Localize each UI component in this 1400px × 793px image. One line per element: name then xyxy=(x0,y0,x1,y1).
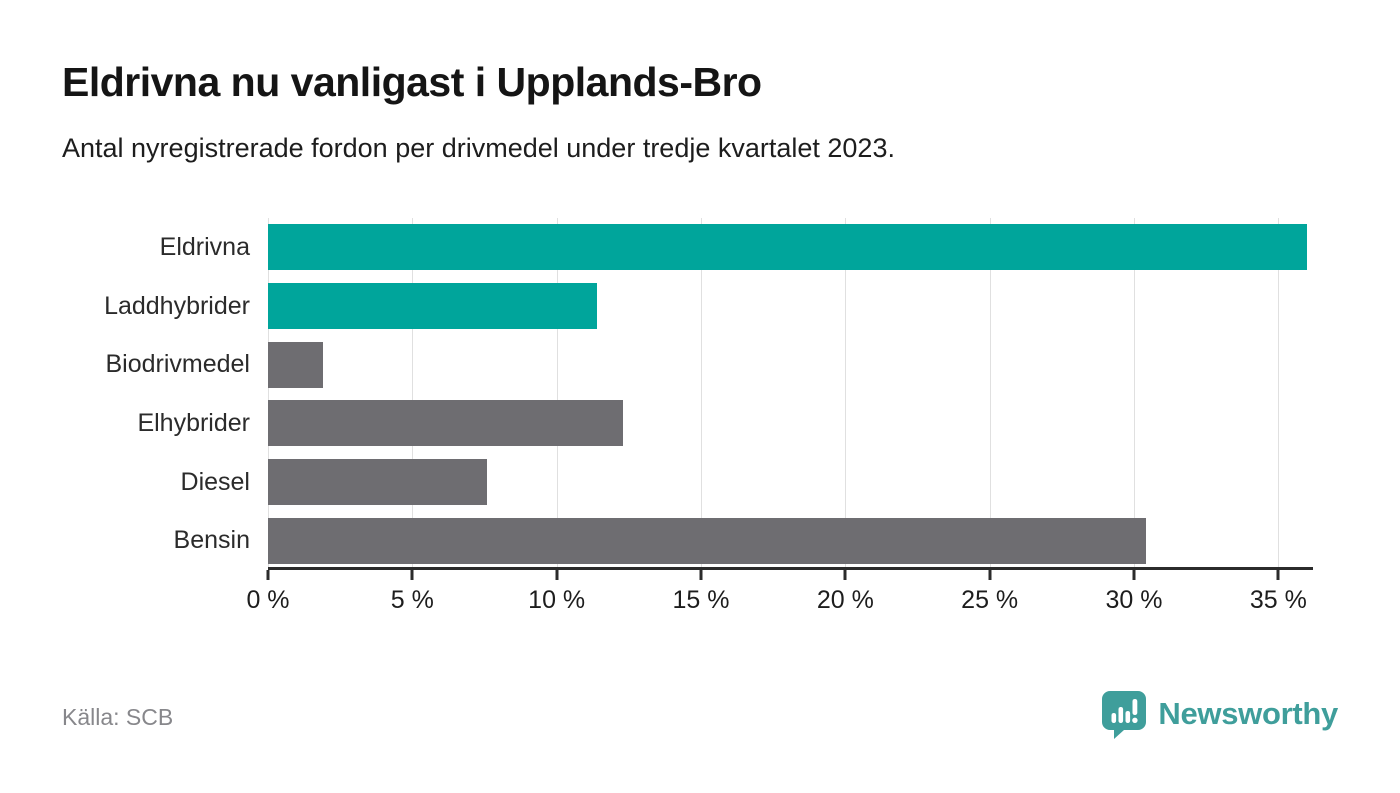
x-axis-tick xyxy=(988,570,992,580)
category-label: Biodrivmedel xyxy=(105,350,250,379)
gridline xyxy=(989,218,991,567)
x-axis-tick xyxy=(843,570,847,580)
plot-area xyxy=(268,218,1313,570)
gridline xyxy=(1134,218,1136,567)
gridline xyxy=(1278,218,1280,567)
x-axis-tick xyxy=(699,570,703,580)
gridline xyxy=(268,218,269,567)
chart-header: Eldrivna nu vanligast i Upplands-Bro Ant… xyxy=(62,59,1340,164)
x-axis-tick xyxy=(410,570,414,580)
newsworthy-speech-bubble-chart-icon xyxy=(1102,691,1147,739)
bar-eldrivna xyxy=(268,224,1308,271)
bar-rows: Eldrivna Laddhybrider Biodrivmedel Elhybrid… xyxy=(104,218,1313,570)
bar-row: Elhybrider xyxy=(137,394,1313,453)
x-axis-tick-label: 15 % xyxy=(672,586,730,614)
x-axis-tick-label: 30 % xyxy=(1105,586,1163,614)
x-axis-tick-label: 10 % xyxy=(528,586,586,614)
bar-biodrivmedel xyxy=(268,341,323,388)
gridline xyxy=(845,218,847,567)
bar-row: Bensin xyxy=(174,511,1313,570)
category-label: Diesel xyxy=(180,467,250,496)
gridline xyxy=(412,218,414,567)
x-axis: 0 % 5 % 10 % 15 % 20 % 25 % 30 % 35 % xyxy=(246,570,1313,626)
brand-logo: Newsworthy xyxy=(1100,689,1338,739)
x-axis-tick xyxy=(1132,570,1136,580)
bar-elhybrider xyxy=(268,400,624,447)
x-axis-tick xyxy=(1276,570,1280,580)
bar-bensin xyxy=(268,517,1146,564)
bar-chart: Eldrivna Laddhybrider Biodrivmedel Elhybrid… xyxy=(62,218,1313,626)
page-title: Eldrivna nu vanligast i Upplands-Bro xyxy=(62,59,762,105)
page-subtitle: Antal nyregistrerade fordon per drivmede… xyxy=(62,133,895,164)
bar-row: Laddhybrider xyxy=(104,277,1313,336)
bar-row: Eldrivna xyxy=(160,218,1313,277)
x-axis-tick-label: 5 % xyxy=(390,586,434,614)
x-axis-tick-label: 35 % xyxy=(1249,586,1307,614)
bar-laddhybrider xyxy=(268,283,598,329)
x-axis-tick-label: 25 % xyxy=(961,586,1019,614)
category-label: Bensin xyxy=(173,526,250,555)
category-label: Laddhybrider xyxy=(104,291,250,320)
gridline xyxy=(556,218,558,567)
x-axis-tick-label: 20 % xyxy=(816,586,874,614)
x-axis-tick-label: 0 % xyxy=(246,586,290,614)
bar-diesel xyxy=(268,459,488,506)
plot-wrap: Eldrivna Laddhybrider Biodrivmedel Elhybrid… xyxy=(104,218,1313,570)
bar-row: Diesel xyxy=(181,453,1313,512)
category-label: Eldrivna xyxy=(159,232,250,261)
bar-row: Biodrivmedel xyxy=(105,335,1313,394)
gridline xyxy=(701,218,702,567)
category-label: Elhybrider xyxy=(137,408,250,437)
x-axis-tick xyxy=(555,570,559,580)
source-note: Källa: SCB xyxy=(62,704,174,730)
brand-wordmark: Newsworthy xyxy=(1158,696,1338,731)
x-axis-tick xyxy=(266,570,270,580)
